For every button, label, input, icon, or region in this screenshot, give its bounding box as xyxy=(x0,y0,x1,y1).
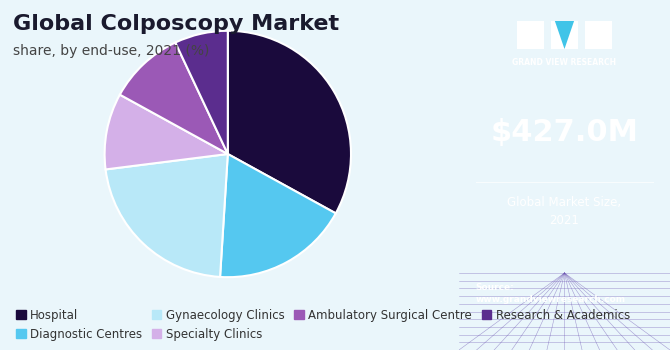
Text: $427.0M: $427.0M xyxy=(490,119,639,147)
Text: Global Market Size,
2021: Global Market Size, 2021 xyxy=(507,196,622,227)
Text: GRAND VIEW RESEARCH: GRAND VIEW RESEARCH xyxy=(513,58,616,67)
Wedge shape xyxy=(220,154,336,277)
Wedge shape xyxy=(120,43,228,154)
FancyBboxPatch shape xyxy=(517,21,545,49)
Wedge shape xyxy=(106,154,228,277)
Legend: Hospital, Diagnostic Centres, Gynaecology Clinics, Specialty Clinics, Ambulatory: Hospital, Diagnostic Centres, Gynaecolog… xyxy=(13,305,634,344)
Text: Source:
www.grandviewresearch.com: Source: www.grandviewresearch.com xyxy=(476,284,626,304)
Text: share, by end-use, 2021 (%): share, by end-use, 2021 (%) xyxy=(13,44,210,58)
FancyBboxPatch shape xyxy=(551,21,578,49)
Text: Global Colposcopy Market: Global Colposcopy Market xyxy=(13,14,340,34)
Polygon shape xyxy=(555,21,574,49)
Wedge shape xyxy=(105,94,228,169)
Wedge shape xyxy=(176,31,228,154)
FancyBboxPatch shape xyxy=(584,21,612,49)
Wedge shape xyxy=(228,31,351,214)
